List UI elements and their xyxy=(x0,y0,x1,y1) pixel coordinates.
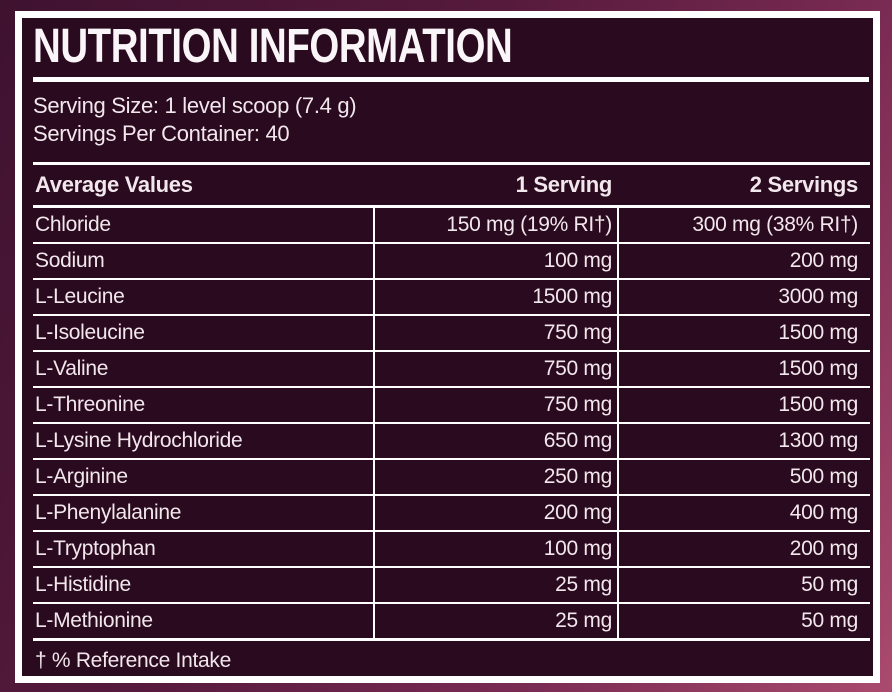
serving-1-value: 750 mg xyxy=(373,388,617,422)
reference-intake-footnote: † % Reference Intake xyxy=(35,649,231,672)
serving-size-text: Serving Size: 1 level scoop (7.4 g) xyxy=(33,93,357,118)
serving-2-value: 50 mg xyxy=(617,604,870,638)
table-header-row: Average Values 1 Serving 2 Servings xyxy=(33,165,870,208)
ingredient-name: L-Methionine xyxy=(35,609,153,632)
serving-info: Serving Size: 1 level scoop (7.4 g) Serv… xyxy=(33,92,870,148)
nutrition-title: NUTRITION INFORMATION xyxy=(33,20,513,73)
nutrition-panel: NUTRITION INFORMATION Serving Size: 1 le… xyxy=(15,11,880,683)
serving-2-value: 200 mg xyxy=(617,532,870,566)
table-row: L-Phenylalanine 200 mg 400 mg xyxy=(33,496,870,532)
serving-1-value: 150 mg (19% RI†) xyxy=(373,208,617,242)
ingredient-name: Chloride xyxy=(35,213,111,236)
ingredient-name: L-Phenylalanine xyxy=(35,501,182,524)
ingredient-name: L-Arginine xyxy=(35,465,128,488)
table-row: L-Arginine 250 mg 500 mg xyxy=(33,460,870,496)
ingredient-name: L-Leucine xyxy=(35,285,125,308)
column-header-2-servings: 2 Servings xyxy=(749,172,859,197)
serving-2-value: 50 mg xyxy=(617,568,870,602)
serving-1-value: 100 mg xyxy=(373,244,617,278)
table-row: Sodium 100 mg 200 mg xyxy=(33,244,870,280)
serving-2-value: 400 mg xyxy=(617,496,870,530)
serving-1-value: 25 mg xyxy=(373,568,617,602)
nutrition-table: Average Values 1 Serving 2 Servings Chlo… xyxy=(33,162,870,673)
serving-2-value: 1500 mg xyxy=(617,388,870,422)
serving-2-value: 1500 mg xyxy=(617,352,870,386)
table-row: L-Valine 750 mg 1500 mg xyxy=(33,352,870,388)
serving-1-value: 750 mg xyxy=(373,316,617,350)
table-row: L-Histidine 25 mg 50 mg xyxy=(33,568,870,604)
ingredient-name: Sodium xyxy=(35,249,105,272)
ingredient-name: L-Valine xyxy=(35,357,109,380)
ingredient-name: L-Tryptophan xyxy=(35,537,156,560)
ingredient-name: L-Lysine Hydrochloride xyxy=(35,429,243,452)
ingredient-name: L-Histidine xyxy=(35,573,131,596)
column-header-average-values: Average Values xyxy=(35,172,193,197)
serving-1-value: 750 mg xyxy=(373,352,617,386)
servings-per-container-text: Servings Per Container: 40 xyxy=(33,121,290,146)
column-header-1-serving: 1 Serving xyxy=(515,172,613,197)
title-rule xyxy=(33,77,869,82)
serving-1-value: 1500 mg xyxy=(373,280,617,314)
table-row: L-Threonine 750 mg 1500 mg xyxy=(33,388,870,424)
table-row: L-Methionine 25 mg 50 mg xyxy=(33,604,870,641)
serving-2-value: 500 mg xyxy=(617,460,870,494)
serving-1-value: 650 mg xyxy=(373,424,617,458)
serving-1-value: 25 mg xyxy=(373,604,617,638)
ingredient-name: L-Isoleucine xyxy=(35,321,145,344)
serving-2-value: 1300 mg xyxy=(617,424,870,458)
table-row: Chloride 150 mg (19% RI†) 300 mg (38% RI… xyxy=(33,208,870,244)
serving-1-value: 250 mg xyxy=(373,460,617,494)
serving-1-value: 100 mg xyxy=(373,532,617,566)
serving-2-value: 300 mg (38% RI†) xyxy=(617,208,870,242)
table-row: L-Lysine Hydrochloride 650 mg 1300 mg xyxy=(33,424,870,460)
table-row: L-Leucine 1500 mg 3000 mg xyxy=(33,280,870,316)
table-row: L-Isoleucine 750 mg 1500 mg xyxy=(33,316,870,352)
serving-2-value: 3000 mg xyxy=(617,280,870,314)
ingredient-name: L-Threonine xyxy=(35,393,145,416)
table-row: L-Tryptophan 100 mg 200 mg xyxy=(33,532,870,568)
serving-2-value: 200 mg xyxy=(617,244,870,278)
serving-1-value: 200 mg xyxy=(373,496,617,530)
serving-2-value: 1500 mg xyxy=(617,316,870,350)
